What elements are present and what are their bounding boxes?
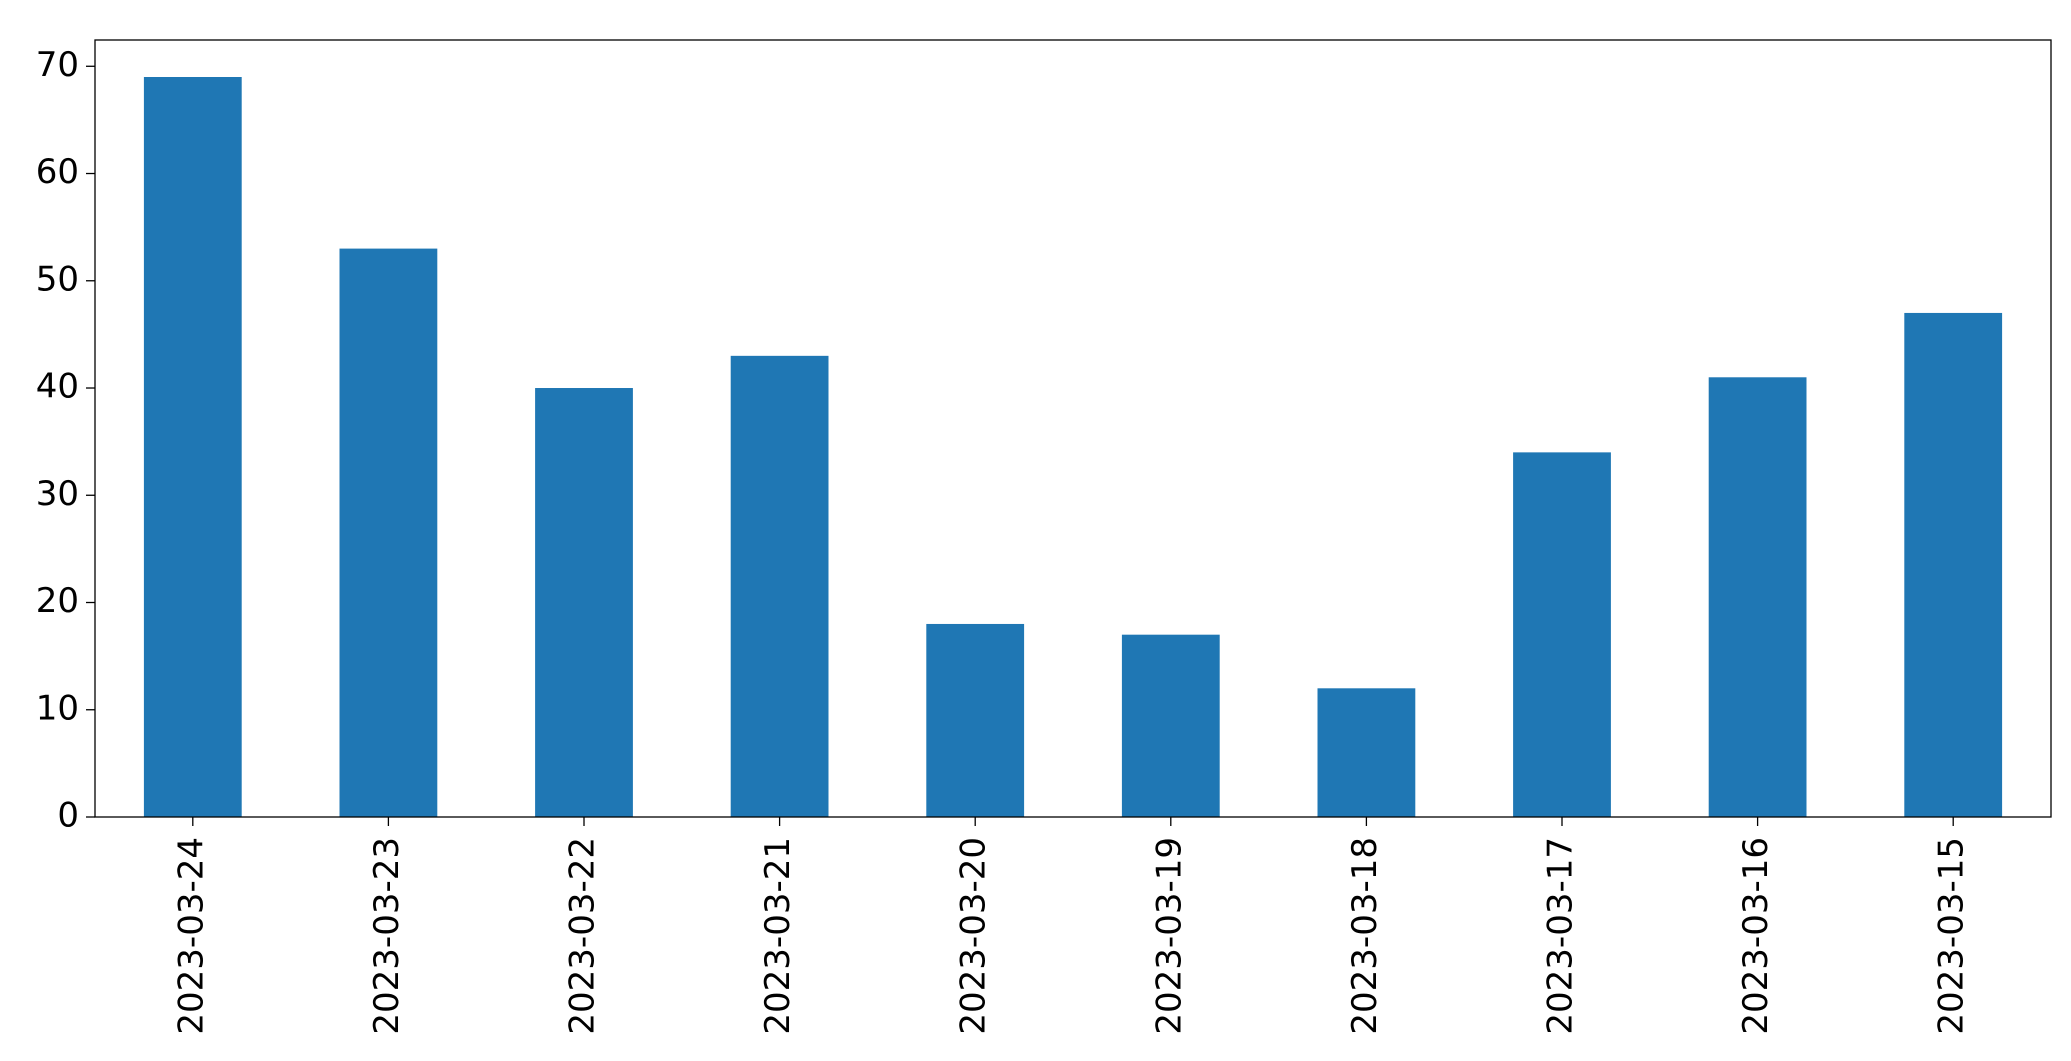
x-tick-label: 2023-03-17: [1541, 837, 1581, 1035]
x-tick-label: 2023-03-19: [1149, 837, 1189, 1035]
bar: [730, 355, 829, 817]
x-tick-label: 2023-03-15: [1932, 837, 1972, 1035]
bar: [1317, 688, 1416, 817]
bar: [143, 77, 242, 817]
bar: [1121, 634, 1220, 817]
x-tick-label: 2023-03-22: [563, 837, 603, 1035]
y-tick-label: 50: [36, 259, 79, 299]
bar: [926, 623, 1025, 817]
y-tick-label: 0: [57, 796, 79, 836]
bar: [1904, 312, 2003, 817]
x-tick-label: 2023-03-24: [171, 837, 211, 1035]
x-tick-label: 2023-03-21: [758, 837, 798, 1035]
x-tick-label: 2023-03-16: [1736, 837, 1776, 1035]
y-tick-label: 20: [36, 581, 79, 621]
bar: [339, 248, 438, 817]
x-tick-label: 2023-03-23: [367, 837, 407, 1035]
x-tick-label: 2023-03-20: [954, 837, 994, 1035]
bar: [1513, 452, 1611, 817]
y-tick-label: 40: [36, 367, 79, 407]
y-tick-label: 60: [36, 152, 79, 192]
x-tick-label: 2023-03-18: [1345, 837, 1385, 1035]
y-tick-label: 10: [36, 688, 79, 728]
plot-frame: [94, 39, 2052, 818]
y-tick-label: 70: [36, 45, 79, 85]
y-tick-label: 30: [36, 474, 79, 514]
bar: [535, 388, 633, 817]
bar: [1708, 377, 1807, 817]
